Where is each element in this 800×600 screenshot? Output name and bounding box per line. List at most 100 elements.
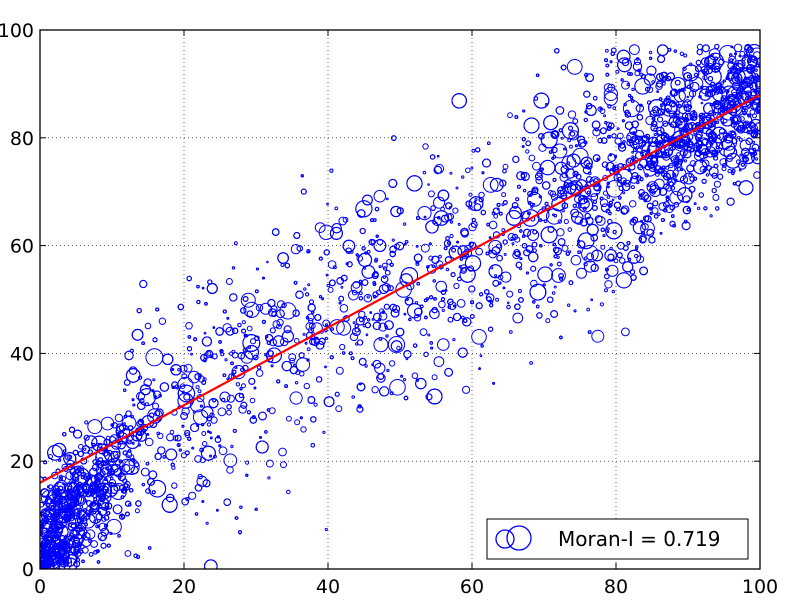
scatter-point bbox=[294, 419, 301, 426]
scatter-point bbox=[146, 433, 150, 436]
scatter-point bbox=[222, 309, 227, 314]
scatter-point bbox=[627, 168, 631, 172]
scatter-point bbox=[592, 128, 601, 137]
scatter-point bbox=[663, 152, 667, 156]
scatter-point bbox=[683, 53, 688, 58]
scatter-point bbox=[458, 265, 462, 269]
scatter-point bbox=[181, 497, 189, 506]
scatter-point bbox=[166, 433, 175, 442]
scatter-point bbox=[235, 382, 241, 387]
scatter-point bbox=[583, 117, 588, 123]
scatter-point bbox=[646, 228, 655, 237]
scatter-point bbox=[452, 338, 456, 342]
scatter-point bbox=[737, 135, 741, 140]
scatter-point bbox=[718, 58, 725, 66]
scatter-point bbox=[87, 419, 103, 435]
scatter-point bbox=[629, 218, 637, 226]
scatter-point bbox=[671, 214, 675, 218]
scatter-point bbox=[616, 168, 633, 185]
scatter-point bbox=[224, 358, 228, 362]
scatter-point bbox=[378, 337, 383, 341]
scatter-point bbox=[605, 267, 609, 272]
scatter-point bbox=[261, 319, 266, 324]
scatter-point bbox=[332, 265, 337, 270]
scatter-point bbox=[708, 110, 715, 117]
scatter-point bbox=[679, 51, 685, 56]
scatter-point bbox=[389, 303, 397, 312]
scatter-point bbox=[626, 83, 630, 87]
scatter-point bbox=[556, 228, 565, 237]
scatter-point bbox=[648, 236, 656, 244]
scatter-point bbox=[271, 311, 278, 318]
scatter-point bbox=[683, 159, 688, 163]
scatter-point bbox=[185, 322, 193, 330]
scatter-point bbox=[368, 238, 375, 246]
scatter-point bbox=[568, 144, 573, 149]
scatter-point bbox=[92, 510, 97, 515]
scatter-point bbox=[605, 63, 610, 68]
scatter-point bbox=[384, 320, 394, 330]
scatter-point bbox=[234, 365, 238, 369]
scatter-point bbox=[748, 60, 751, 64]
scatter-point bbox=[390, 340, 403, 352]
scatter-point bbox=[209, 431, 212, 434]
scatter-point bbox=[700, 101, 704, 105]
scatter-point bbox=[607, 104, 612, 109]
scatter-point bbox=[270, 364, 274, 368]
scatter-point bbox=[722, 118, 728, 124]
scatter-point bbox=[465, 167, 471, 174]
scatter-point bbox=[505, 210, 522, 226]
scatter-point bbox=[649, 56, 653, 60]
scatter-point bbox=[554, 48, 560, 54]
scatter-point bbox=[656, 90, 659, 93]
scatter-point bbox=[665, 95, 671, 101]
scatter-point bbox=[247, 345, 252, 349]
scatter-point bbox=[707, 89, 716, 98]
scatter-point bbox=[462, 317, 472, 327]
scatter-point bbox=[268, 308, 277, 317]
scatter-point bbox=[338, 295, 345, 302]
scatter-point bbox=[601, 161, 609, 168]
scatter-point bbox=[634, 78, 651, 95]
scatter-point bbox=[553, 254, 558, 259]
scatter-point bbox=[512, 233, 518, 240]
scatter-point bbox=[147, 546, 152, 550]
scatter-point bbox=[530, 205, 534, 209]
scatter-point bbox=[171, 381, 179, 389]
scatter-point bbox=[486, 222, 490, 227]
scatter-point bbox=[592, 205, 598, 211]
scatter-point bbox=[416, 281, 421, 286]
scatter-point bbox=[186, 346, 193, 352]
scatter-point bbox=[527, 229, 540, 241]
scatter-point bbox=[749, 109, 756, 115]
scatter-point bbox=[649, 188, 652, 192]
scatter-point bbox=[573, 309, 577, 313]
scatter-point bbox=[131, 328, 144, 341]
scatter-point bbox=[698, 192, 704, 198]
scatter-point bbox=[310, 416, 317, 423]
scatter-point bbox=[315, 336, 319, 340]
scatter-point bbox=[641, 74, 646, 79]
scatter-point bbox=[651, 190, 656, 195]
scatter-point bbox=[334, 206, 339, 211]
scatter-point bbox=[241, 320, 246, 325]
scatter-point bbox=[579, 218, 588, 227]
scatter-point bbox=[64, 543, 73, 552]
scatter-point bbox=[637, 164, 644, 171]
scatter-point bbox=[124, 350, 134, 361]
scatter-point bbox=[697, 143, 709, 155]
scatter-point bbox=[131, 398, 135, 402]
scatter-point bbox=[557, 186, 566, 195]
scatter-point bbox=[129, 488, 134, 493]
scatter-point bbox=[627, 93, 632, 98]
scatter-point bbox=[613, 258, 619, 264]
scatter-point bbox=[568, 280, 574, 286]
scatter-point bbox=[595, 192, 599, 196]
scatter-point bbox=[592, 154, 601, 162]
scatter-point bbox=[622, 245, 629, 251]
scatter-point bbox=[508, 206, 522, 220]
scatter-point bbox=[577, 250, 581, 254]
scatter-point bbox=[318, 295, 323, 299]
scatter-point bbox=[592, 95, 598, 101]
scatter-point bbox=[611, 198, 615, 202]
